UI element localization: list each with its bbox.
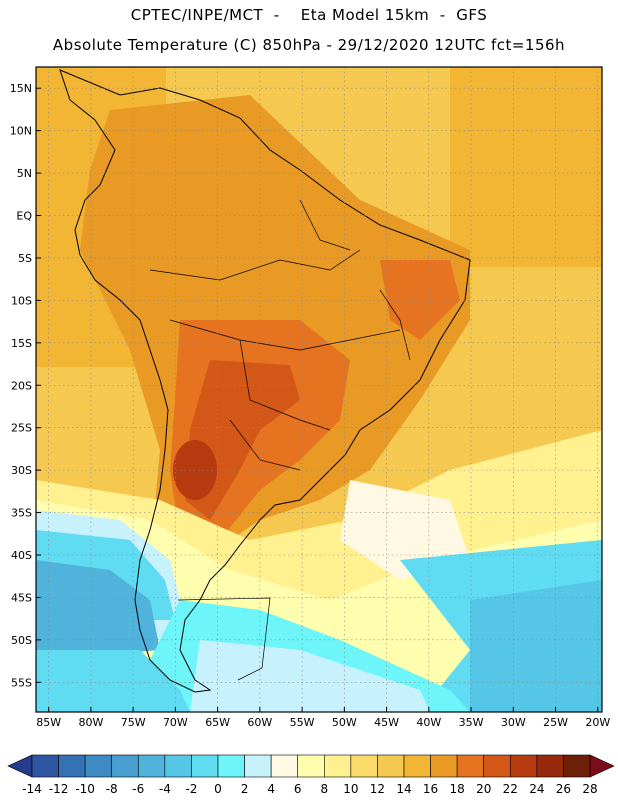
lat-label: 15S [11, 337, 32, 350]
lat-label: EQ [16, 210, 32, 223]
colorbar-swatch [563, 754, 591, 778]
lat-label: 20S [11, 379, 32, 392]
colorbar-swatch [244, 754, 272, 778]
lon-label: 45W [374, 716, 399, 729]
lat-label: 5N [17, 167, 32, 180]
lat-label: 55S [11, 676, 32, 689]
colorbar-label: 0 [214, 782, 222, 796]
colorbar-swatch [31, 754, 59, 778]
border-line [149, 249, 361, 281]
border-line [169, 319, 401, 351]
colorbar-label: 10 [343, 782, 358, 796]
colorbar-arrow-low [7, 754, 33, 778]
lon-label: 55W [290, 716, 315, 729]
colorbar-label: 26 [556, 782, 571, 796]
colorbar-label: -14 [22, 782, 42, 796]
lon-label: 25W [543, 716, 568, 729]
colorbar-label: 8 [320, 782, 328, 796]
colorbar-swatch [270, 754, 299, 778]
lon-label: 30W [501, 716, 526, 729]
colorbar-swatch [191, 754, 219, 778]
field-colder-east [470, 580, 602, 712]
colorbar: -14 -12 -10 -8 -6 -4 -2 0 2 4 6 8 10 12 14 16 18 20 22 24 26… [7, 754, 615, 796]
longitude-labels: 85W 80W 75W 70W 65W 60W 55W 50W 45W 40W 35W 30W 25W 2… [36, 707, 610, 729]
lat-label: 45S [11, 591, 32, 604]
colorbar-swatch [217, 754, 245, 778]
colorbar-swatch [58, 754, 86, 778]
latitude-labels: 15N 10N 5N EQ 5S 10S 15S 20S 25S 30S 35S 40S 45S 50S 5… [10, 82, 41, 689]
map-frame [35, 66, 603, 713]
lon-label: 40W [416, 716, 441, 729]
colorbar-arrow-high [589, 754, 615, 778]
colorbar-label: 16 [423, 782, 438, 796]
colorbar-swatch [483, 754, 511, 778]
colorbar-label: 20 [476, 782, 491, 796]
lat-label: 10N [10, 125, 32, 138]
lat-label: 10S [11, 294, 32, 307]
field-colder-west [36, 560, 160, 660]
colorbar-label: 18 [450, 782, 465, 796]
lon-label: 35W [459, 716, 484, 729]
border-line [239, 339, 331, 431]
lon-label: 85W [36, 716, 61, 729]
colorbar-swatch [164, 754, 192, 778]
colorbar-swatch [323, 754, 352, 778]
colorbar-label: 2 [241, 782, 249, 796]
lon-label: 50W [332, 716, 357, 729]
lon-label: 20W [585, 716, 610, 729]
colorbar-label: 12 [370, 782, 385, 796]
map-field [36, 67, 602, 712]
colorbar-label: 28 [582, 782, 597, 796]
border-line [379, 289, 411, 361]
colorbar-swatch [509, 754, 538, 778]
lat-label: 30S [11, 464, 32, 477]
lat-label: 40S [11, 549, 32, 562]
field-sw-corner [36, 650, 190, 712]
colorbar-swatch [430, 754, 458, 778]
lat-label: 35S [11, 507, 32, 520]
lon-label: 80W [78, 716, 103, 729]
lat-label: 5S [18, 252, 32, 265]
colorbar-swatch [536, 754, 564, 778]
lon-label: 65W [205, 716, 230, 729]
colorbar-label: -12 [49, 782, 69, 796]
colorbar-swatch [403, 754, 431, 778]
colorbar-swatch [84, 754, 113, 778]
continent-outline [59, 69, 471, 693]
colorbar-label: -4 [159, 782, 171, 796]
colorbar-label: -2 [185, 782, 197, 796]
colorbar-swatch [456, 754, 485, 778]
field-ne [450, 67, 602, 267]
lat-label: 50S [11, 634, 32, 647]
colorbar-label: -10 [75, 782, 95, 796]
colorbar-label: -6 [132, 782, 144, 796]
lon-label: 60W [247, 716, 272, 729]
lon-label: 75W [121, 716, 146, 729]
lat-label: 15N [10, 82, 32, 95]
colorbar-swatch [377, 754, 405, 778]
colorbar-swatch [111, 754, 139, 778]
field-south-pale [190, 640, 430, 712]
colorbar-label: 24 [529, 782, 544, 796]
chart-title-line-2: Absolute Temperature (C) 850hPa - 29/12/… [52, 36, 566, 54]
colorbar-label: 14 [396, 782, 411, 796]
temperature-map: 15N 10N 5N EQ 5S 10S 15S 20S 25S 30S 35S 40S 45S 50S 5… [10, 66, 610, 729]
colorbar-label: 22 [503, 782, 518, 796]
colorbar-swatch [137, 754, 166, 778]
colorbar-swatch [297, 754, 325, 778]
colorbar-label: -8 [106, 782, 118, 796]
border-line [299, 199, 351, 251]
colorbar-label: 4 [267, 782, 275, 796]
colorbar-swatch [350, 754, 378, 778]
lat-label: 25S [11, 422, 32, 435]
colorbar-label: 6 [294, 782, 302, 796]
lon-label: 70W [163, 716, 188, 729]
chart-title-line-1: CPTEC/INPE/MCT - Eta Model 15km - GFS [130, 6, 488, 24]
border-line [177, 597, 271, 681]
